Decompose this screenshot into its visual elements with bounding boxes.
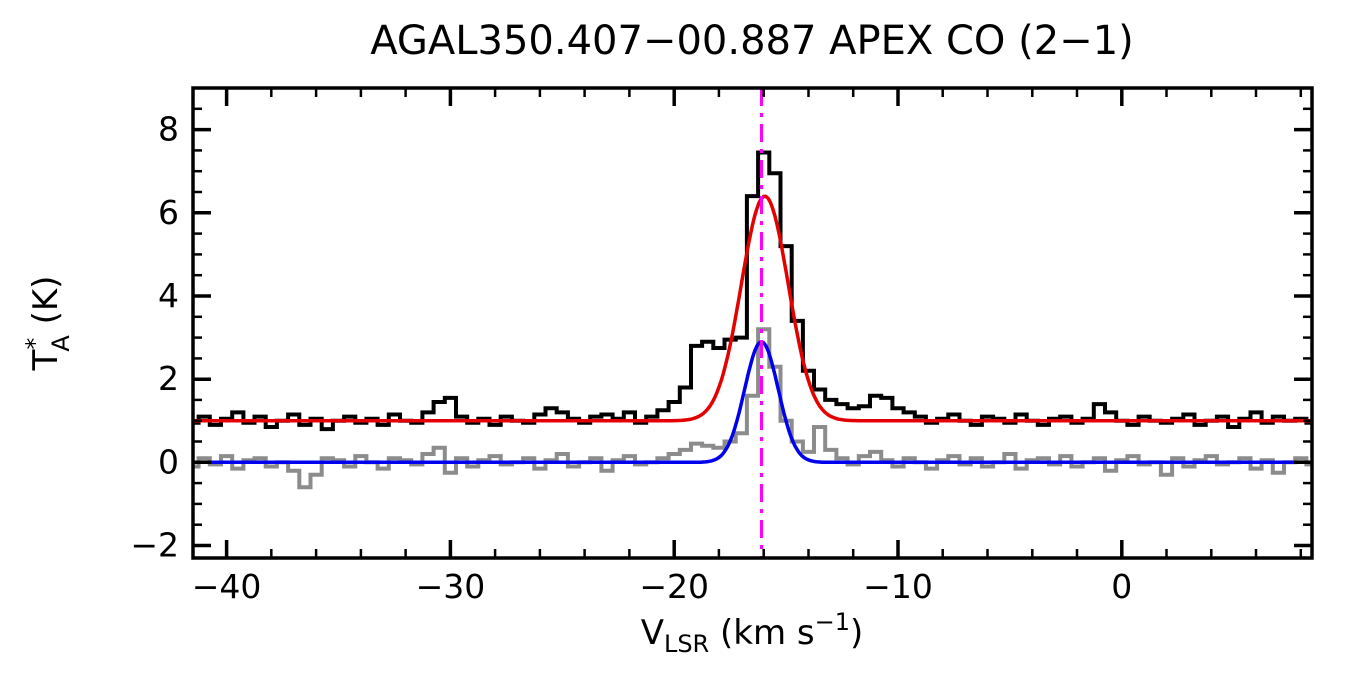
plot-title: AGAL350.407−00.887 APEX CO (2−1) (370, 18, 1134, 64)
x-axis-label-close: ) (850, 613, 863, 653)
y-tick-label: −2 (130, 526, 179, 565)
gaussian-fit-main (193, 194, 1312, 423)
y-tick-label: 6 (158, 193, 179, 232)
x-axis-label-units: (km s (709, 613, 814, 653)
x-axis-label-main: V (641, 613, 664, 653)
x-tick-label: 0 (1111, 567, 1132, 606)
y-tick-label: 8 (158, 110, 179, 149)
x-axis-label-subscript: LSR (664, 630, 709, 658)
y-tick-label: 0 (158, 442, 179, 481)
series-layer (193, 88, 1312, 558)
x-tick-label: −40 (192, 567, 262, 606)
x-tick-label: −20 (639, 567, 709, 606)
tick-marks-layer (193, 86, 1312, 558)
x-axis-label-superscript: −1 (815, 608, 850, 636)
x-tick-label: −10 (863, 567, 933, 606)
x-tick-label: −30 (416, 567, 486, 606)
plot-frame (191, 86, 1314, 560)
y-tick-label: 4 (158, 276, 179, 315)
y-axis-label-subscript: A (47, 335, 75, 352)
y-axis-label-main: T (26, 349, 66, 371)
gaussian-fit-secondary (193, 339, 1312, 465)
y-axis-label-units: (K) (26, 276, 66, 336)
x-axis-label: VLSR (km s−1) (641, 608, 864, 658)
main-spectrum-histogram (193, 150, 1312, 432)
y-tick-label: 2 (158, 359, 179, 398)
y-axis-label: T*A (K) (21, 276, 75, 372)
y-axis-label-superscript: * (21, 338, 49, 350)
